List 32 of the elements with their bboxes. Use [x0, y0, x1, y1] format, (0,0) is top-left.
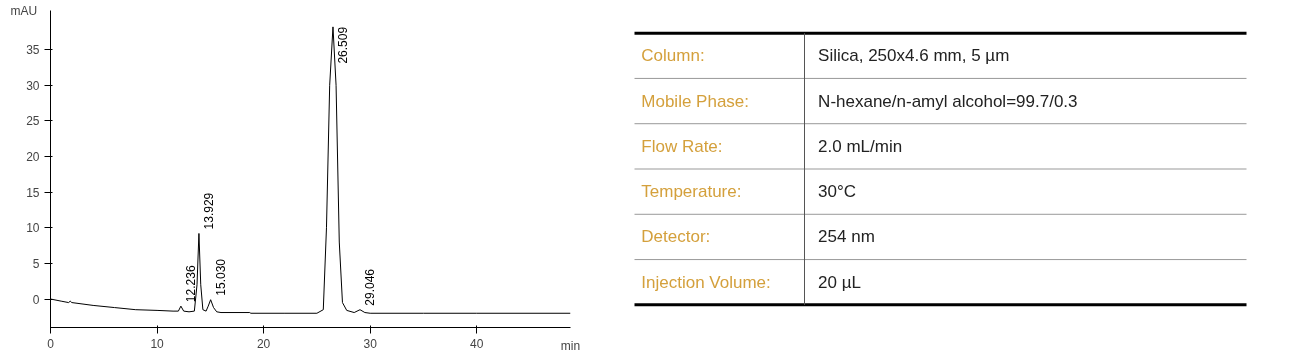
text: 20 µL [818, 272, 861, 292]
annotation: 26.509 [335, 26, 350, 64]
y-tick-label: 5 [32, 256, 40, 271]
y-tick-label: 0 [32, 292, 40, 307]
y-tick-label: 35 [26, 43, 40, 58]
annotation: 15.030 [213, 258, 228, 296]
x-tick-label: 30 [363, 336, 378, 351]
y-tick-label: 25 [26, 114, 40, 129]
x-tick-label: 40 [470, 336, 484, 351]
y-tick-label: 15 [26, 185, 40, 200]
text: 2.0 mL/min [818, 136, 903, 156]
x-axis-title: min [560, 338, 581, 353]
text: Silica, 250x4.6 mm, 5 µm [818, 46, 1010, 66]
text: Column: [641, 46, 705, 66]
text: Temperature: [641, 182, 742, 202]
text: Mobile Phase: [641, 91, 750, 111]
text: Flow Rate: [641, 136, 723, 156]
annotation: 12.236 [183, 265, 198, 303]
x-tick-label: 0 [47, 336, 55, 351]
text: 30°C [818, 182, 857, 202]
text: Injection Volume: [641, 272, 771, 292]
y-axis-title: mAU [10, 3, 38, 18]
y-tick-label: 20 [26, 150, 40, 165]
y-tick-label: 30 [26, 78, 40, 93]
text: 254 nm [818, 227, 875, 247]
text: N-hexane/n-amyl alcohol=99.7/0.3 [818, 91, 1078, 111]
x-tick-label: 10 [150, 336, 165, 351]
y-tick-label: 10 [26, 221, 40, 236]
text: Detector: [641, 227, 711, 247]
annotation: 29.046 [363, 268, 378, 306]
x-tick-label: 20 [256, 336, 271, 351]
annotation: 13.929 [201, 192, 216, 230]
